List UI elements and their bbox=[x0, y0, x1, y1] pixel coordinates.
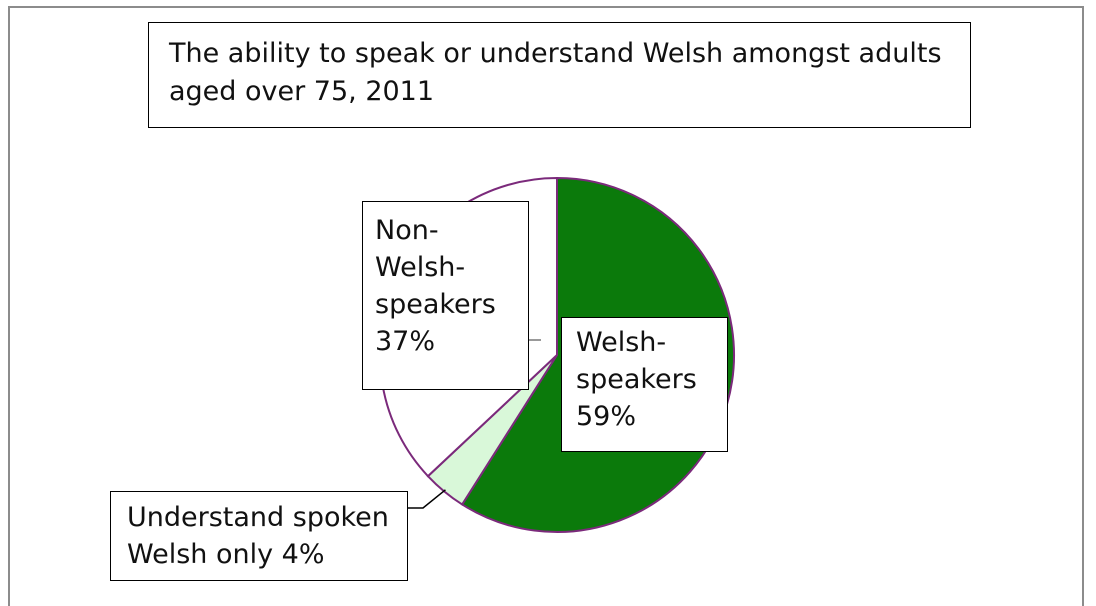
label-line: Welsh only 4% bbox=[127, 539, 325, 570]
label-line: Non- bbox=[375, 215, 439, 246]
label-line: Welsh- bbox=[576, 327, 667, 358]
label-line: Welsh- bbox=[375, 252, 466, 283]
label-line: speakers bbox=[576, 364, 697, 395]
chart-frame bbox=[8, 6, 1084, 606]
label-line: 59% bbox=[576, 401, 637, 432]
label-line: speakers bbox=[375, 289, 496, 320]
label-non-welsh-speakers: Non- Welsh- speakers 37% bbox=[362, 201, 529, 390]
leader-line-understand bbox=[408, 489, 446, 509]
label-line: 37% bbox=[375, 326, 436, 357]
chart-title: The ability to speak or understand Welsh… bbox=[148, 22, 971, 128]
label-line: Understand spoken bbox=[127, 502, 389, 533]
label-welsh-speakers: Welsh- speakers 59% bbox=[561, 317, 728, 452]
label-understand-spoken-welsh: Understand spoken Welsh only 4% bbox=[110, 491, 408, 581]
